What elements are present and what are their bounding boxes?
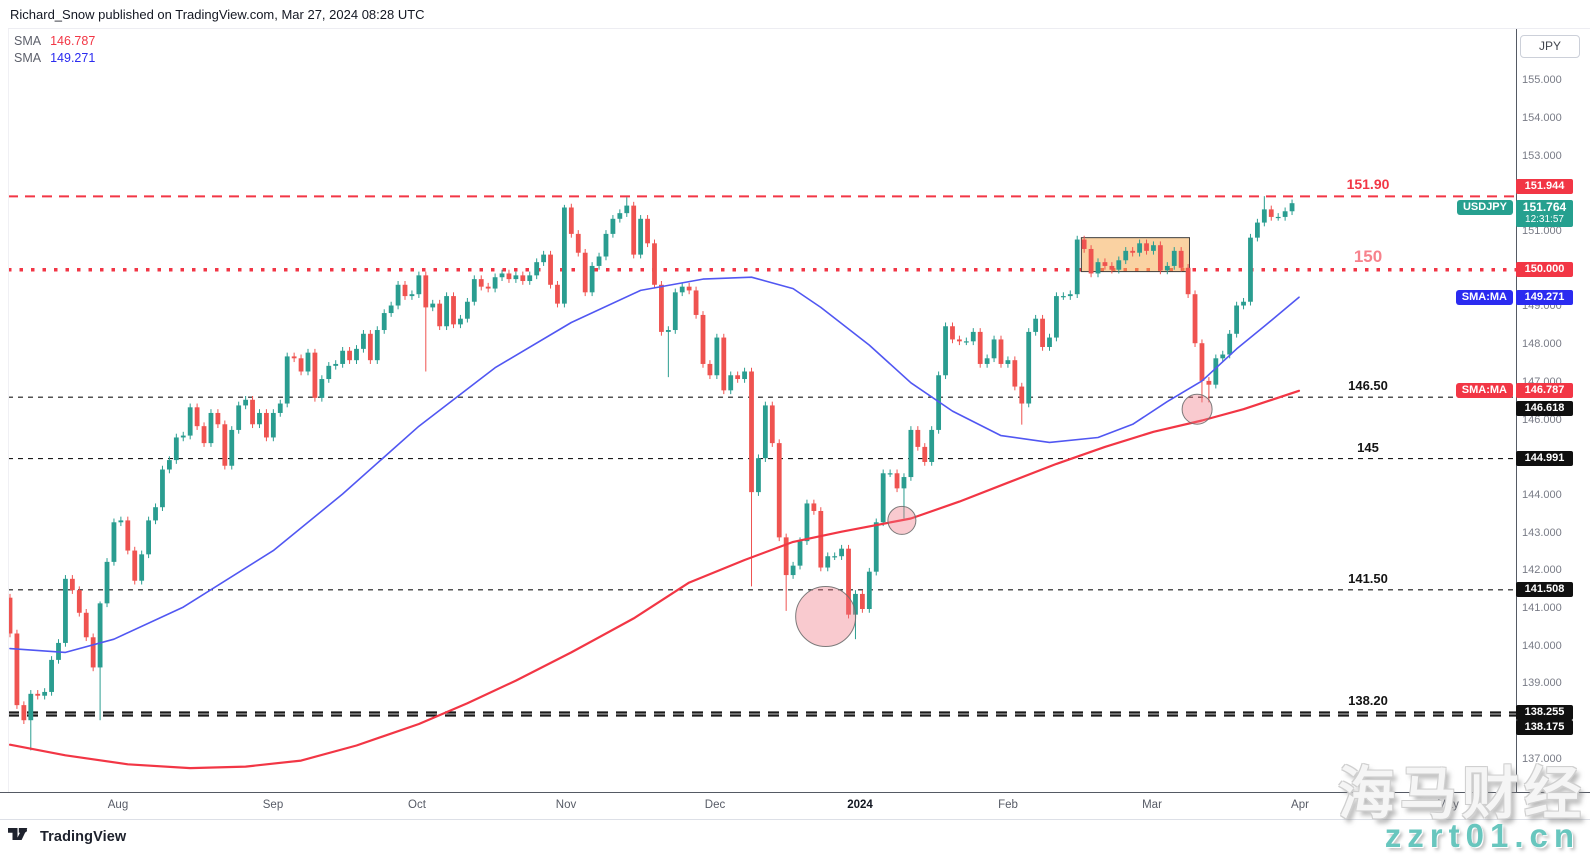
bar-countdown: 12:31:57 — [1525, 213, 1564, 225]
price-axis-tick: 139.000 — [1522, 677, 1562, 690]
time-axis-label: Aug — [107, 799, 129, 811]
time-axis-bottom-border — [0, 819, 1590, 820]
watermark-domain-text: zzrt01.cn — [1384, 817, 1580, 854]
price-axis-tick: 151.000 — [1522, 225, 1562, 237]
indicator-legend: SMA 146.787 SMA 149.271 — [14, 33, 95, 67]
price-axis-tick: 153.000 — [1522, 149, 1562, 162]
price-badge: 138.255 — [1516, 704, 1573, 720]
symbol-badge: USDJPY — [1456, 199, 1513, 215]
time-axis-label: Sep — [262, 799, 284, 811]
price-badge: 151.944 — [1516, 178, 1573, 194]
price-badge: 138.175 — [1516, 720, 1573, 735]
legend-row-sma-fast: SMA 149.271 — [14, 50, 95, 67]
time-axis-label: Feb — [998, 799, 1018, 811]
price-axis-tick: 146.000 — [1522, 413, 1562, 426]
price-axis-tick: 148.000 — [1522, 338, 1562, 351]
time-axis[interactable]: Aug Sep Oct Nov Dec 2024 Feb Mar Apr May — [0, 793, 1516, 819]
price-badge: 141.508 — [1516, 582, 1573, 598]
time-axis-label: Dec — [704, 799, 726, 811]
currency-toggle-button[interactable]: JPY — [1520, 35, 1580, 58]
legend-sma-label: SMA — [14, 51, 42, 65]
price-badge: 146.787 — [1516, 383, 1573, 399]
indicator-name-badge: SMA:MA — [1455, 289, 1513, 305]
price-axis-tick: 141.000 — [1522, 602, 1562, 614]
price-axis-tick: 154.000 — [1522, 111, 1562, 124]
price-axis-tick: 140.000 — [1522, 639, 1562, 652]
time-axis-label: 2024 — [847, 799, 873, 811]
legend-sma-value: 149.271 — [50, 51, 96, 65]
legend-row-sma-slow: SMA 146.787 — [14, 33, 95, 50]
price-axis-tick: 155.000 — [1522, 74, 1562, 87]
price-badge: 149.271 — [1516, 289, 1573, 305]
plot-left-border — [8, 29, 9, 792]
price-badge: 144.991 — [1516, 451, 1573, 467]
time-axis-label: Oct — [408, 799, 426, 811]
current-price-badge: 151.764 12:31:57 — [1516, 199, 1573, 227]
price-axis-tick: 143.000 — [1522, 526, 1562, 539]
footer-brand[interactable]: TradingView — [8, 826, 126, 847]
indicator-name-badge: SMA:MA — [1455, 383, 1513, 399]
price-axis-tick: 144.000 — [1522, 488, 1562, 501]
time-axis-label: Nov — [555, 799, 577, 811]
time-axis-border — [0, 792, 1590, 793]
tradingview-logo-text: TradingView — [40, 828, 127, 845]
legend-sma-label: SMA — [14, 34, 42, 48]
legend-sma-value: 146.787 — [50, 34, 96, 48]
watermark-chinese-text: 海马财经 — [1338, 762, 1586, 826]
price-axis-tick: 137.000 — [1522, 752, 1562, 765]
time-axis-label: May — [1437, 799, 1459, 811]
price-badge: 146.618 — [1516, 400, 1573, 416]
time-axis-label: Apr — [1291, 799, 1309, 811]
tradingview-logo-icon — [8, 826, 33, 847]
price-axis-tick: 142.000 — [1522, 564, 1562, 577]
price-badge: 150.000 — [1516, 262, 1573, 278]
header-bar: Richard_Snow published on TradingView.co… — [0, 0, 1590, 28]
current-price: 151.764 — [1522, 199, 1567, 214]
page-title: Richard_Snow published on TradingView.co… — [10, 7, 425, 22]
time-axis-label: Mar — [1142, 799, 1162, 811]
header-divider — [8, 28, 1590, 29]
